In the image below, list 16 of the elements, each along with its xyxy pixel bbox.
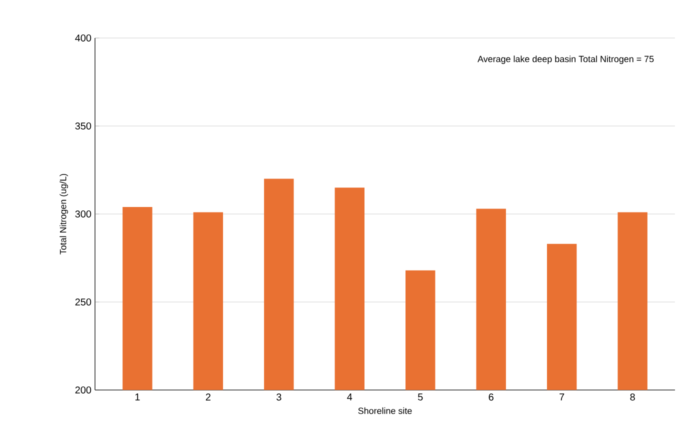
annotation: Average lake deep basin Total Nitrogen = 75 bbox=[478, 56, 654, 64]
y-tick-label: 400 bbox=[75, 34, 92, 42]
x-tick-label: 1 bbox=[135, 394, 140, 400]
y-tick-label: 250 bbox=[75, 298, 92, 306]
y-tick-label: 200 bbox=[75, 386, 92, 394]
x-tick-label: 5 bbox=[418, 394, 423, 400]
x-tick-label: 8 bbox=[630, 394, 635, 401]
y-axis-title: Total Nitrogen (ug/L) bbox=[60, 174, 68, 254]
x-tick-label: 7 bbox=[560, 394, 564, 400]
x-tick-label: 6 bbox=[488, 394, 494, 401]
y-tick-label: 350 bbox=[75, 122, 92, 130]
x-tick-label: 4 bbox=[347, 394, 352, 400]
x-tick-label: 3 bbox=[276, 394, 282, 401]
y-tick-label: 300 bbox=[75, 210, 92, 218]
x-axis-title: Shoreline site bbox=[358, 407, 412, 414]
x-tick-label: 2 bbox=[206, 394, 210, 400]
